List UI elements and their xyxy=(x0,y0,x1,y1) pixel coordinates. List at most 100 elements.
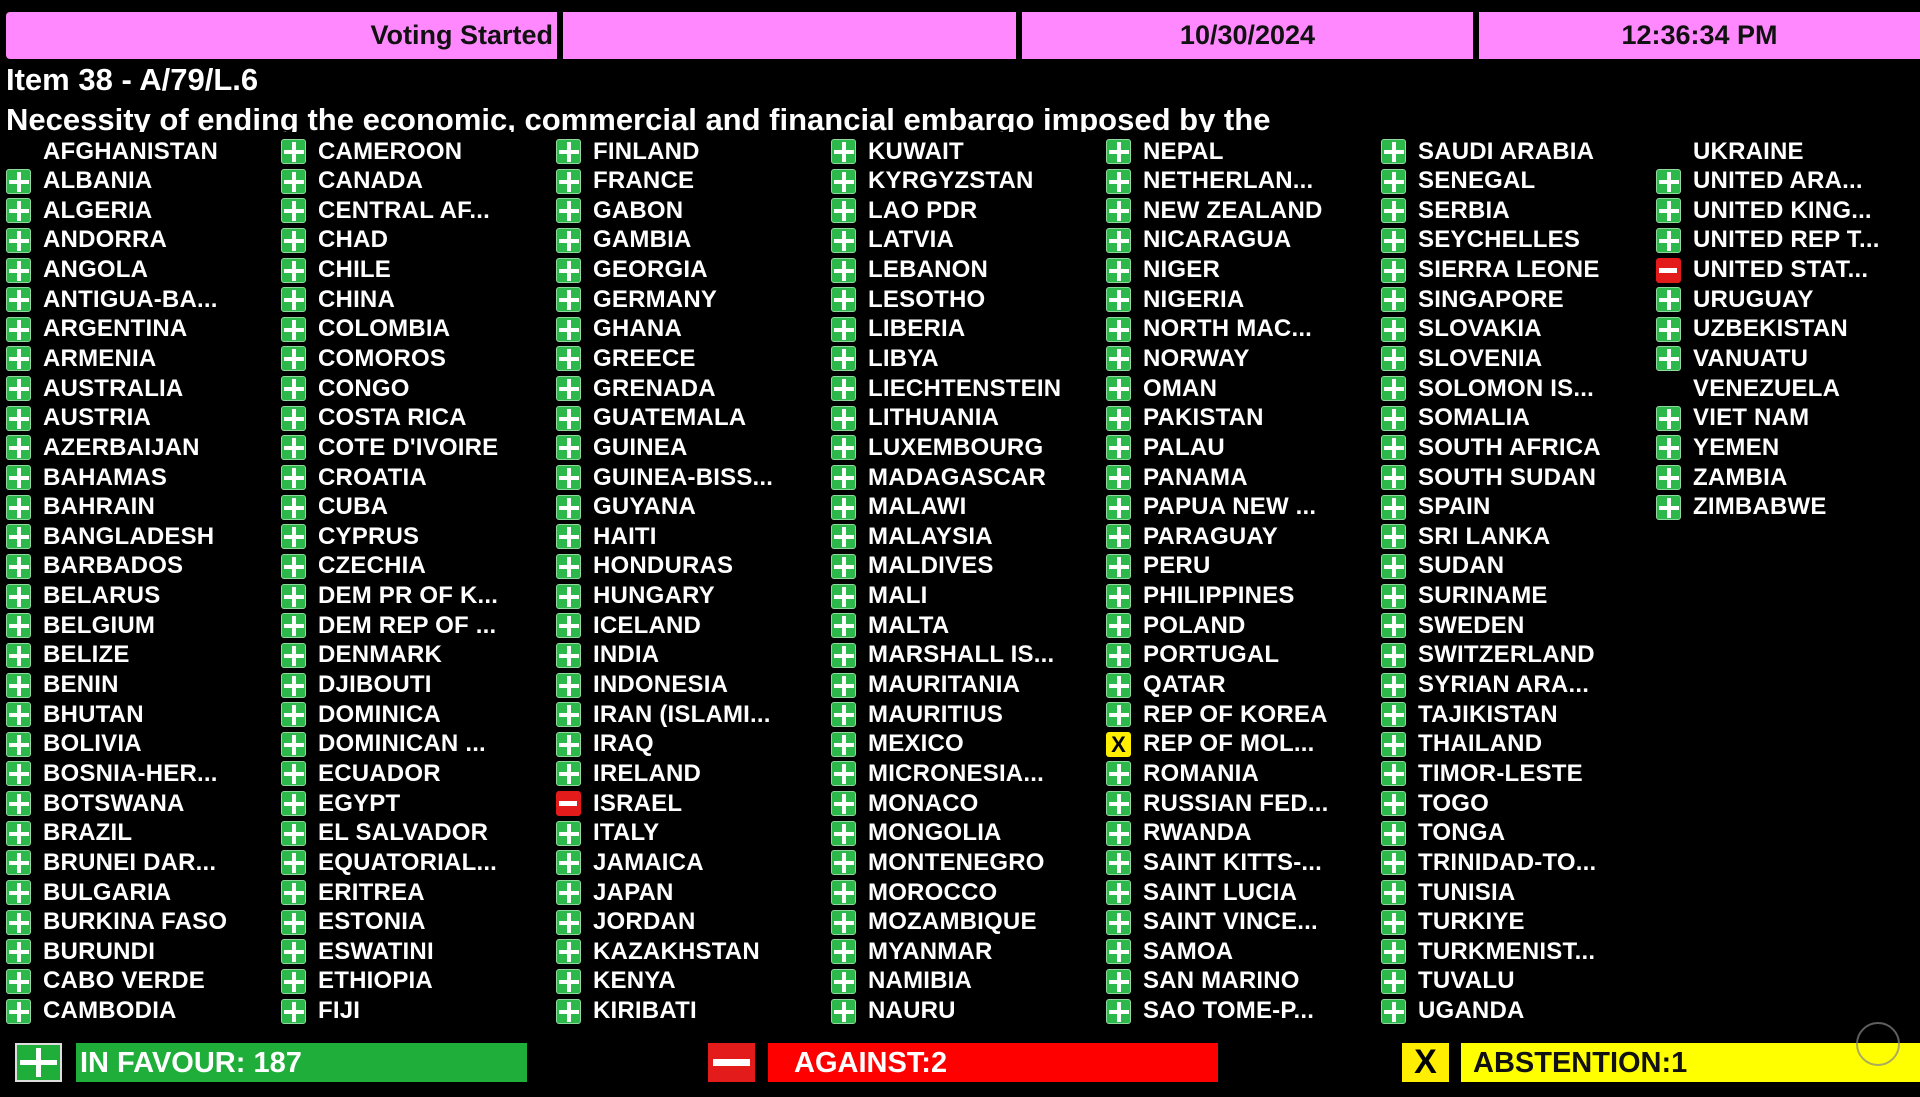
plus-icon xyxy=(1381,583,1406,609)
country-row: LESOTHO xyxy=(831,285,985,314)
country-row: ALBANIA xyxy=(6,167,152,196)
country-name: UNITED REP T... xyxy=(1693,226,1880,254)
country-name: PAPUA NEW ... xyxy=(1143,493,1317,521)
country-name: JORDAN xyxy=(593,908,696,936)
country-name: GUYANA xyxy=(593,493,697,521)
country-name: SERBIA xyxy=(1418,196,1510,224)
plus-icon xyxy=(831,939,856,965)
plus-icon xyxy=(831,227,856,253)
against-minus-icon xyxy=(708,1043,755,1082)
plus-icon xyxy=(281,257,306,283)
plus-icon xyxy=(1656,316,1681,342)
country-row: AFGHANISTAN xyxy=(6,137,218,166)
country-row: GUINEA xyxy=(556,433,688,462)
country-name: SAN MARINO xyxy=(1143,967,1300,995)
country-row: UZBEKISTAN xyxy=(1656,315,1848,344)
country-row: SLOVENIA xyxy=(1381,344,1542,373)
plus-icon xyxy=(1656,435,1681,461)
plus-icon xyxy=(556,880,581,905)
plus-icon xyxy=(6,702,31,728)
plus-icon xyxy=(556,820,581,846)
country-row: MYANMAR xyxy=(831,937,993,966)
country-name: COLOMBIA xyxy=(318,315,451,343)
country-row: BOSNIA-HER... xyxy=(6,759,218,788)
plus-icon xyxy=(1106,553,1131,579)
plus-icon xyxy=(6,168,31,194)
plus-icon xyxy=(6,880,31,905)
country-name: THAILAND xyxy=(1418,730,1543,758)
plus-icon xyxy=(556,613,581,639)
plus-icon xyxy=(1656,405,1681,431)
abstention-x-icon: X xyxy=(1402,1043,1449,1082)
country-row: PERU xyxy=(1106,552,1210,581)
country-row: TURKIYE xyxy=(1381,908,1525,937)
country-name: KIRIBATI xyxy=(593,997,697,1025)
country-row: SPAIN xyxy=(1381,493,1491,522)
country-name: COMOROS xyxy=(318,344,447,372)
country-name: KYRGYZSTAN xyxy=(868,167,1034,195)
country-name: CENTRAL AF... xyxy=(318,196,490,224)
plus-icon xyxy=(1106,346,1131,372)
country-name: LATVIA xyxy=(868,226,955,254)
plus-icon xyxy=(281,850,306,876)
in-favour-total: IN FAVOUR: 187 xyxy=(76,1043,527,1082)
country-row: CAMBODIA xyxy=(6,997,177,1026)
country-name: KUWAIT xyxy=(868,137,964,165)
country-name: INDONESIA xyxy=(593,671,729,699)
plus-icon xyxy=(831,257,856,283)
country-name: JAPAN xyxy=(593,878,674,906)
country-name: SLOVENIA xyxy=(1418,344,1543,372)
plus-icon xyxy=(6,791,31,817)
country-row: ESWATINI xyxy=(281,937,434,966)
country-name: BOSNIA-HER... xyxy=(43,759,218,787)
plus-icon xyxy=(1381,761,1406,787)
country-row: SOMALIA xyxy=(1381,404,1530,433)
country-row: NIGER xyxy=(1106,256,1220,285)
country-row: PHILIPPINES xyxy=(1106,582,1295,611)
country-name: ZIMBABWE xyxy=(1693,493,1827,521)
country-row: SOUTH SUDAN xyxy=(1381,463,1596,492)
country-row: CONGO xyxy=(281,374,410,403)
country-row: BARBADOS xyxy=(6,552,183,581)
country-name: CAMBODIA xyxy=(43,997,177,1025)
country-name: MICRONESIA... xyxy=(868,759,1044,787)
country-row: SAINT KITTS-... xyxy=(1106,848,1322,877)
country-name: CHINA xyxy=(318,285,395,313)
plus-icon xyxy=(831,672,856,698)
plus-icon xyxy=(1381,524,1406,550)
country-name: MAURITANIA xyxy=(868,671,1021,699)
country-row: KYRGYZSTAN xyxy=(831,167,1034,196)
country-name: BURKINA FASO xyxy=(43,908,228,936)
country-name: EQUATORIAL... xyxy=(318,848,498,876)
plus-icon xyxy=(556,227,581,253)
plus-icon xyxy=(1106,139,1131,164)
country-name: PANAMA xyxy=(1143,463,1248,491)
plus-icon xyxy=(1381,346,1406,372)
plus-icon xyxy=(281,880,306,905)
plus-icon xyxy=(1381,998,1406,1024)
against-total: AGAINST:2 xyxy=(768,1043,1218,1082)
country-row: MOROCCO xyxy=(831,878,997,907)
country-row: MARSHALL IS... xyxy=(831,641,1054,670)
country-row: AUSTRIA xyxy=(6,404,151,433)
plus-icon xyxy=(1106,198,1131,224)
country-name: SURINAME xyxy=(1418,582,1548,610)
plus-icon xyxy=(1381,613,1406,639)
country-row: MALAYSIA xyxy=(831,522,993,551)
country-name: SAO TOME-P... xyxy=(1143,997,1315,1025)
country-name: SENEGAL xyxy=(1418,167,1536,195)
country-row: LAO PDR xyxy=(831,196,977,225)
country-name: UGANDA xyxy=(1418,997,1525,1025)
plus-icon xyxy=(831,909,856,935)
plus-icon xyxy=(831,850,856,876)
plus-icon xyxy=(6,672,31,698)
country-row: MALAWI xyxy=(831,493,967,522)
country-row: PALAU xyxy=(1106,433,1225,462)
plus-icon xyxy=(831,613,856,639)
country-name: CAMEROON xyxy=(318,137,463,165)
country-row: SAN MARINO xyxy=(1106,967,1300,996)
country-name: TUNISIA xyxy=(1418,878,1516,906)
plus-icon xyxy=(1106,880,1131,905)
plus-icon xyxy=(6,405,31,431)
country-name: URUGUAY xyxy=(1693,285,1814,313)
